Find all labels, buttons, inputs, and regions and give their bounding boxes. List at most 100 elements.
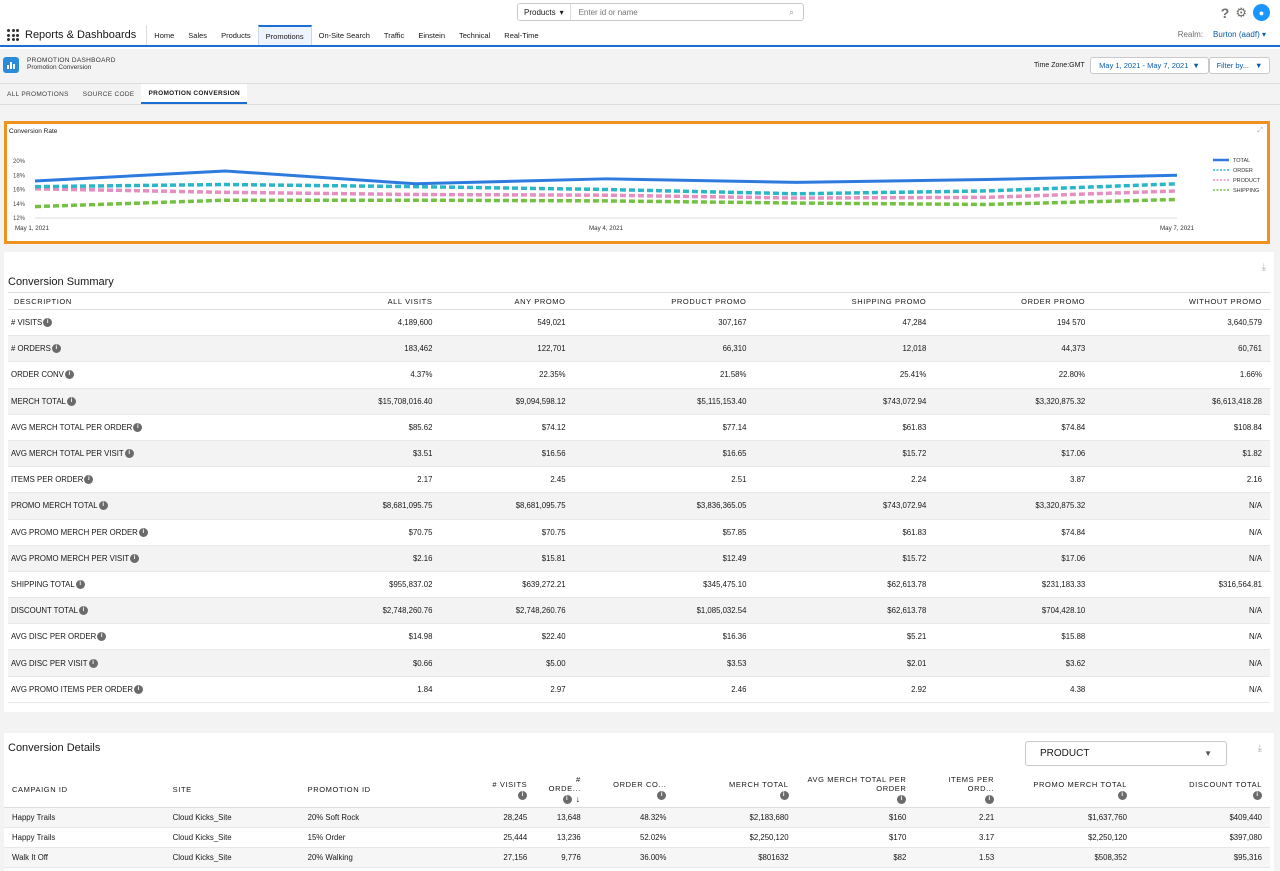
- series-line-product: [34, 187, 1178, 200]
- info-icon[interactable]: i: [518, 790, 528, 800]
- cell-text: $3,320,875.32: [1035, 501, 1086, 511]
- row-label: AVG MERCH TOTAL PER ORDER i: [8, 414, 302, 441]
- series-line-shipping: [34, 197, 1178, 209]
- table-cell: Cloud Kicks_Site: [164, 807, 300, 828]
- cell-text: SHIPPING TOTAL: [11, 579, 75, 589]
- info-icon[interactable]: i: [75, 579, 85, 589]
- info-icon[interactable]: i: [97, 632, 107, 642]
- nav-item-products[interactable]: Products: [221, 30, 251, 40]
- info-icon[interactable]: i: [67, 396, 77, 406]
- search-icon[interactable]: ⌕: [789, 6, 795, 17]
- app-launcher-icon[interactable]: [3, 25, 23, 45]
- tab-source-code[interactable]: SOURCE CODE: [82, 90, 135, 98]
- info-icon[interactable]: i: [897, 795, 907, 805]
- nav-item-technical[interactable]: Technical: [459, 30, 491, 40]
- download-icon[interactable]: ⤓: [1257, 743, 1262, 754]
- info-icon[interactable]: i: [985, 795, 995, 805]
- column-header[interactable]: # ORDE... i ↓: [535, 773, 589, 808]
- table-cell: $16.65: [573, 440, 755, 468]
- nav-item-home[interactable]: Home: [154, 30, 175, 40]
- column-header[interactable]: PROMO MERCH TOTAL i: [1002, 773, 1135, 808]
- info-icon[interactable]: i: [657, 790, 667, 800]
- search-input[interactable]: [570, 7, 789, 17]
- table-cell: $95,316: [1134, 847, 1270, 868]
- tab-promotion-conversion[interactable]: PROMOTION CONVERSION: [141, 84, 248, 104]
- column-header[interactable]: ITEMS PER ORD... i: [914, 773, 1003, 808]
- column-header: DESCRIPTION: [8, 292, 302, 310]
- realm-selector[interactable]: Realm: Burton (aadf) ▾: [1178, 30, 1266, 39]
- table-cell: $409,440: [1134, 807, 1270, 828]
- avatar[interactable]: ●: [1253, 4, 1270, 21]
- info-icon[interactable]: i: [1253, 790, 1262, 800]
- download-icon[interactable]: ⤓: [1261, 262, 1266, 273]
- nav-item-traffic[interactable]: Traffic: [383, 30, 405, 40]
- tab-all-promotions[interactable]: ALL PROMOTIONS: [7, 90, 69, 98]
- column-header[interactable]: ORDER CO... i: [588, 773, 675, 808]
- nav-item-real-time[interactable]: Real-Time: [504, 30, 539, 40]
- table-cell: Cloud Kicks_Site: [164, 847, 300, 868]
- table-cell: Happy Trails: [4, 827, 165, 848]
- expand-icon[interactable]: ⤢: [1257, 127, 1263, 134]
- table-cell: $85.62: [301, 414, 441, 441]
- cell-text: $5.00: [546, 658, 566, 668]
- info-icon[interactable]: i: [138, 527, 148, 537]
- nav-item-on-site-search[interactable]: On-Site Search: [318, 30, 370, 40]
- conversion-summary-card: Conversion Summary ⤓ DESCRIPTION ALL VISI…: [4, 252, 1274, 712]
- product-select[interactable]: PRODUCT ▼: [1025, 741, 1227, 766]
- filter-button[interactable]: Filter by... ▼: [1209, 57, 1270, 74]
- info-icon[interactable]: i: [84, 475, 94, 485]
- sort-descending-icon[interactable]: ↓: [575, 793, 581, 804]
- table-cell: Happy Trails: [4, 807, 165, 828]
- nav-item-sales[interactable]: Sales: [188, 30, 208, 40]
- table-cell: $3.51: [301, 440, 441, 468]
- date-range-button[interactable]: May 1, 2021 - May 7, 2021 ▼: [1090, 57, 1209, 74]
- search-scope-dropdown[interactable]: Products ▾: [518, 4, 571, 20]
- nav-item-promotions[interactable]: Promotions: [257, 25, 312, 45]
- info-icon[interactable]: i: [79, 606, 89, 616]
- info-icon[interactable]: i: [1117, 790, 1127, 800]
- info-icon[interactable]: i: [64, 370, 74, 380]
- cell-text: $14.98: [408, 632, 433, 642]
- nav-item-einstein[interactable]: Einstein: [418, 30, 445, 40]
- cell-text: AVG DISC PER ORDER: [11, 632, 97, 642]
- help-icon[interactable]: ?: [1220, 4, 1230, 21]
- table-row: PROMO MERCH TOTAL i $8,681,095.75 $8,681,09…: [8, 492, 1270, 520]
- table-row[interactable]: Walk It Off Cloud Kicks_Site 20% Walking 27…: [4, 847, 1270, 868]
- info-icon[interactable]: i: [124, 449, 134, 459]
- legend-label: PRODUCT: [1233, 178, 1261, 184]
- table-row[interactable]: Happy Trails Cloud Kicks_Site 15% Order 25,…: [4, 827, 1270, 848]
- column-header[interactable]: # VISITS i: [460, 773, 536, 808]
- table-cell: Cloud Kicks_Site: [164, 827, 300, 848]
- table-row[interactable]: Happy Trails Cloud Kicks_Site 20% Soft Roc…: [4, 807, 1270, 828]
- table-row: MERCH TOTAL i $15,708,016.40 $9,094,598.12 $…: [8, 388, 1270, 415]
- column-header[interactable]: PROMOTION ID: [299, 773, 461, 808]
- cell-text: $74.12: [541, 422, 566, 432]
- gear-icon[interactable]: ⚙: [1235, 4, 1247, 20]
- table-cell: N/A: [1093, 649, 1270, 677]
- info-icon[interactable]: i: [562, 795, 572, 805]
- table-cell: $5.00: [440, 649, 574, 677]
- legend-label: SHIPPING: [1233, 188, 1259, 194]
- column-header[interactable]: DISCOUNT TOTAL i: [1134, 773, 1270, 808]
- column-header-label: SITE: [172, 785, 192, 795]
- info-icon[interactable]: i: [98, 501, 108, 511]
- info-icon[interactable]: i: [133, 422, 143, 432]
- row-label: AVG DISC PER ORDER i: [8, 623, 302, 651]
- column-header[interactable]: CAMPAIGN ID: [4, 773, 165, 808]
- table-cell: 9,776: [535, 847, 589, 868]
- table-cell: $397,080: [1134, 827, 1270, 848]
- info-icon[interactable]: i: [43, 318, 53, 328]
- info-icon[interactable]: i: [779, 790, 789, 800]
- info-icon[interactable]: i: [88, 658, 98, 668]
- dashboard-tabs: ALL PROMOTIONS SOURCE CODE PROMOTION CONVE…: [0, 84, 1280, 105]
- info-icon[interactable]: i: [130, 553, 140, 563]
- column-header[interactable]: AVG MERCH TOTAL PER ORDER i: [796, 773, 915, 808]
- cell-text: $2,748,260.76: [515, 606, 566, 616]
- cell-text: $1.82: [1242, 449, 1262, 459]
- column-header[interactable]: MERCH TOTAL i: [674, 773, 797, 808]
- info-icon[interactable]: i: [134, 684, 144, 694]
- table-cell: 36.00%: [588, 847, 675, 868]
- table-cell: 48.32%: [588, 807, 675, 828]
- info-icon[interactable]: i: [51, 344, 61, 354]
- column-header[interactable]: SITE: [164, 773, 300, 808]
